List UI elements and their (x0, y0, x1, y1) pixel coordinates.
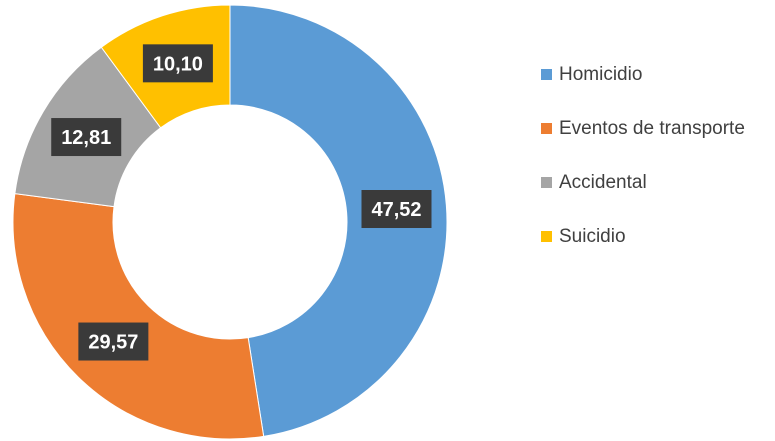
slice-eventos-de-transporte (12, 193, 265, 440)
legend-item-homicidio: Homicidio (541, 64, 642, 85)
data-label-box (361, 190, 432, 229)
data-label-eventos-de-transporte: 29,57 (78, 322, 149, 361)
data-label-box (51, 118, 122, 157)
data-label-text: 29,57 (88, 332, 138, 354)
data-label-box (142, 44, 213, 83)
legend-swatch (541, 69, 552, 80)
data-labels: 47,52 29,57 12,81 10,10 (51, 44, 432, 361)
legend-item-accidental: Accidental (541, 172, 647, 193)
slice-homicidio (229, 4, 448, 437)
legend-label: Homicidio (559, 64, 642, 85)
legend: Homicidio Eventos de transporte Accidental… (541, 64, 745, 247)
legend-item-eventos-de-transporte: Eventos de transporte (541, 118, 745, 139)
legend-swatch (541, 123, 552, 134)
data-label-box (78, 322, 149, 361)
legend-swatch (541, 177, 552, 188)
legend-label: Suicidio (559, 226, 626, 247)
legend-item-suicidio: Suicidio (541, 226, 626, 247)
data-label-homicidio: 47,52 (361, 190, 432, 229)
data-label-text: 10,10 (153, 53, 203, 75)
data-label-accidental: 12,81 (51, 118, 122, 157)
data-label-text: 47,52 (371, 199, 421, 221)
legend-label: Eventos de transporte (559, 118, 745, 139)
data-label-suicidio: 10,10 (142, 44, 213, 83)
data-label-text: 12,81 (61, 127, 111, 149)
legend-swatch (541, 231, 552, 242)
legend-label: Accidental (559, 172, 647, 193)
